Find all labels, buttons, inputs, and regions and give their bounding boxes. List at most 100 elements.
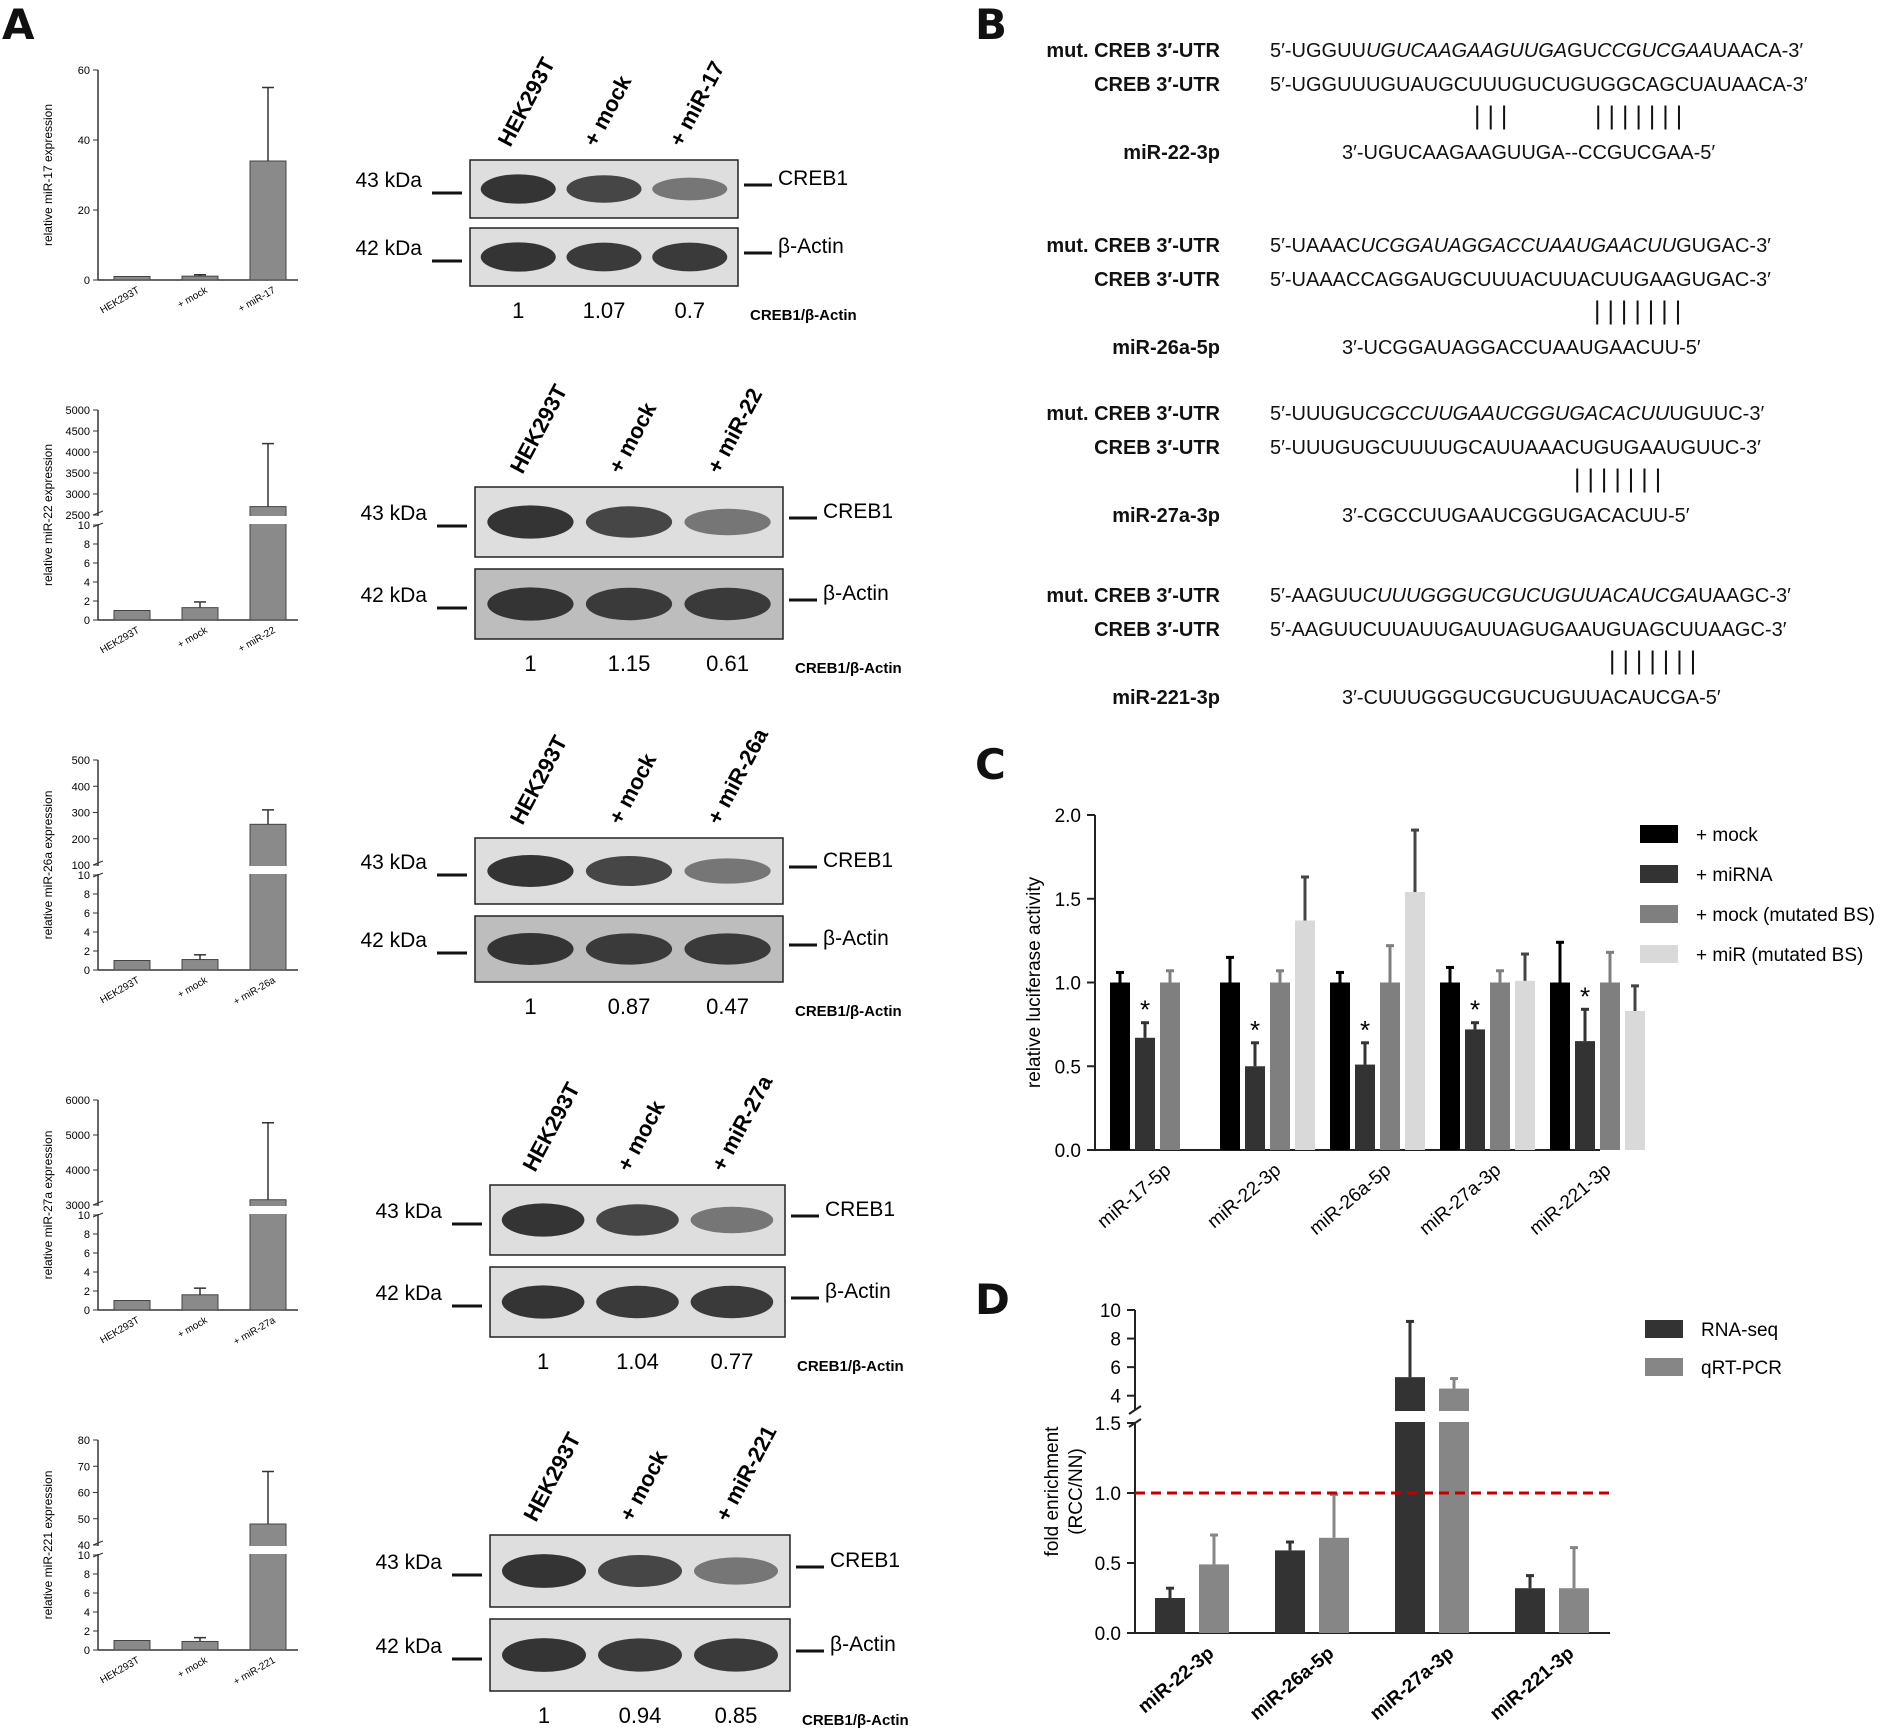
base-pair-lines: ||||||| [1605,647,1700,675]
bar [1465,1029,1485,1150]
y-axis-label: relative luciferase activity [1024,876,1045,1088]
x-tick-label: miR-17-5p [1094,1160,1175,1233]
blot-band [684,508,771,536]
y-axis-label: relative miR-22 expression [41,444,55,586]
y-tick-label: 10 [1100,1301,1121,1322]
y-axis-label: relative miR-221 expression [41,1471,55,1620]
mutant-sequence: 5′-UGGUUUGUCAAGAAGUUGAGUCCGUCGAAUAACA-3′ [1270,40,1803,63]
legend-label: RNA-seq [1701,1320,1778,1341]
y-tick-label: 10 [78,870,90,882]
ratio-label: CREB1/β-Actin [795,660,902,677]
ratio-value: 0.94 [619,1703,662,1728]
bar [1245,1066,1265,1150]
bar [1295,920,1315,1150]
lane-label: + miR-27a [706,1071,778,1176]
panel-letter-c: C [975,740,1006,789]
y-tick-label: 0 [84,1645,90,1657]
mw-label: 43 kDa [355,169,422,192]
mutated-segment: UGUCAAGAAGUUGA [1365,40,1568,62]
legend-swatch [1640,825,1678,843]
ratio-label: CREB1/β-Actin [802,1712,909,1729]
ratio-value: 1.07 [583,298,626,323]
ratio-value: 1 [538,1703,550,1728]
x-tick-label: + miR-22 [237,625,278,655]
y-tick-label: 0 [84,275,90,287]
blot-band [487,855,574,887]
wildtype-sequence: 5′-UAAACCAGGAUGCUUUACUUACUUGAAGUGAC-3′ [1270,269,1771,291]
blot-band [501,1285,585,1319]
ratio-value: 1 [524,994,536,1019]
legend-swatch [1645,1358,1683,1376]
bar [1319,1537,1349,1633]
panel-c-luciferase-chart: 0.0 0.5 1.0 1.5 2.0 relative luciferase activ… [1024,806,1875,1240]
bar [1270,982,1290,1150]
mw-label: 42 kDa [375,1635,442,1658]
mutant-sequence: 5′-UUUGUCGCCUUGAAUCGGUGACACUUUGUUC-3′ [1270,403,1764,426]
y-tick-label: 10 [78,520,90,532]
sequence-label: miR-22-3p [1123,142,1220,164]
y-tick-label: 40 [78,135,90,147]
bar [181,275,219,281]
band-label: CREB1 [825,1198,895,1221]
y-tick-label: 2 [84,596,90,608]
significance-marker: * [1250,1015,1260,1045]
x-tick-label: miR-22-3p [1134,1643,1218,1718]
bar [113,610,151,621]
lane-label: + mock [603,748,661,828]
x-tick-label: miR-27a-3p [1416,1160,1506,1240]
significance-marker: * [1470,995,1480,1025]
mw-label: 43 kDa [375,1200,442,1223]
ratio-value: 1 [524,651,536,676]
western-blot-3: HEK293T + mock + miR-26a 43 kDa CREB1 42 kDa β… [360,724,901,1020]
y-tick-label: 300 [72,808,90,820]
sequence-segment: UGUUC-3′ [1669,403,1765,425]
lane-label: + mock [603,397,661,477]
x-tick-label: miR-27a-3p [1366,1643,1458,1725]
x-tick-label: + mock [176,975,211,1001]
mw-label: 43 kDa [360,851,427,874]
sequence-segment: 5′-AAGUU [1270,585,1363,607]
mirna-sequence: 3′-UGUCAAGAAGUUGA--CCGUCGAA-5′ [1342,142,1716,164]
panel-b-sequence-alignments: mut. CREB 3′-UTR 5′-UGGUUUGUCAAGAAGUUGAGU… [1000,40,1880,720]
band-label: β-Actin [830,1633,896,1656]
y-tick-label: 2 [84,946,90,958]
mw-label: 43 kDa [375,1551,442,1574]
sequence-segment: 5′-UAAAC [1270,235,1361,257]
sequence-segment: 5′-UUUGU [1270,403,1365,425]
mutated-segment: CUUUGGGUCGUCUGUUACAUCGA [1362,585,1699,607]
sequence-label: mut. CREB 3′-UTR [1046,235,1220,257]
wildtype-sequence: 5′-UUUGUGCUUUUGCAUUAAACUGUGAAUGUUC-3′ [1270,437,1761,459]
sequence-label: mut. CREB 3′-UTR [1046,40,1220,62]
blot-band [585,933,673,965]
y-tick-label: 20 [78,205,90,217]
sequence-segment: UAACA-3′ [1712,40,1804,62]
legend-swatch [1645,1320,1683,1338]
bar [113,960,151,971]
lane-label: + mock [614,1445,672,1525]
y-tick-label: 4000 [66,447,90,459]
ratio-value: 0.7 [674,298,705,323]
bar [249,160,287,281]
bar [1135,1037,1155,1150]
sequence-label: CREB 3′-UTR [1094,269,1220,291]
bar [249,1523,287,1651]
y-tick-label: 10 [78,1210,90,1222]
panel-letter-a: A [2,0,35,49]
axis-break-mark [1128,1405,1142,1415]
legend-swatch [1640,905,1678,923]
wildtype-sequence: 5′-AAGUUCUUAUUGAUUAGUGAAUGUAGCUUAAGC-3′ [1270,619,1787,641]
blot-band [502,1638,586,1672]
y-tick-label: 200 [72,834,90,846]
y-axis-label: relative miR-27a expression [41,1131,55,1280]
blot-band [487,587,574,621]
y-tick-label: 0.5 [1055,1057,1081,1078]
bar [249,823,287,971]
bar [1440,982,1460,1150]
blot-band [585,506,673,538]
ratio-value: 1.15 [608,651,651,676]
bar [181,959,219,971]
y-tick-label: 6 [84,1588,90,1600]
y-axis-label: relative miR-26a expression [41,791,55,940]
legend-swatch [1640,945,1678,963]
